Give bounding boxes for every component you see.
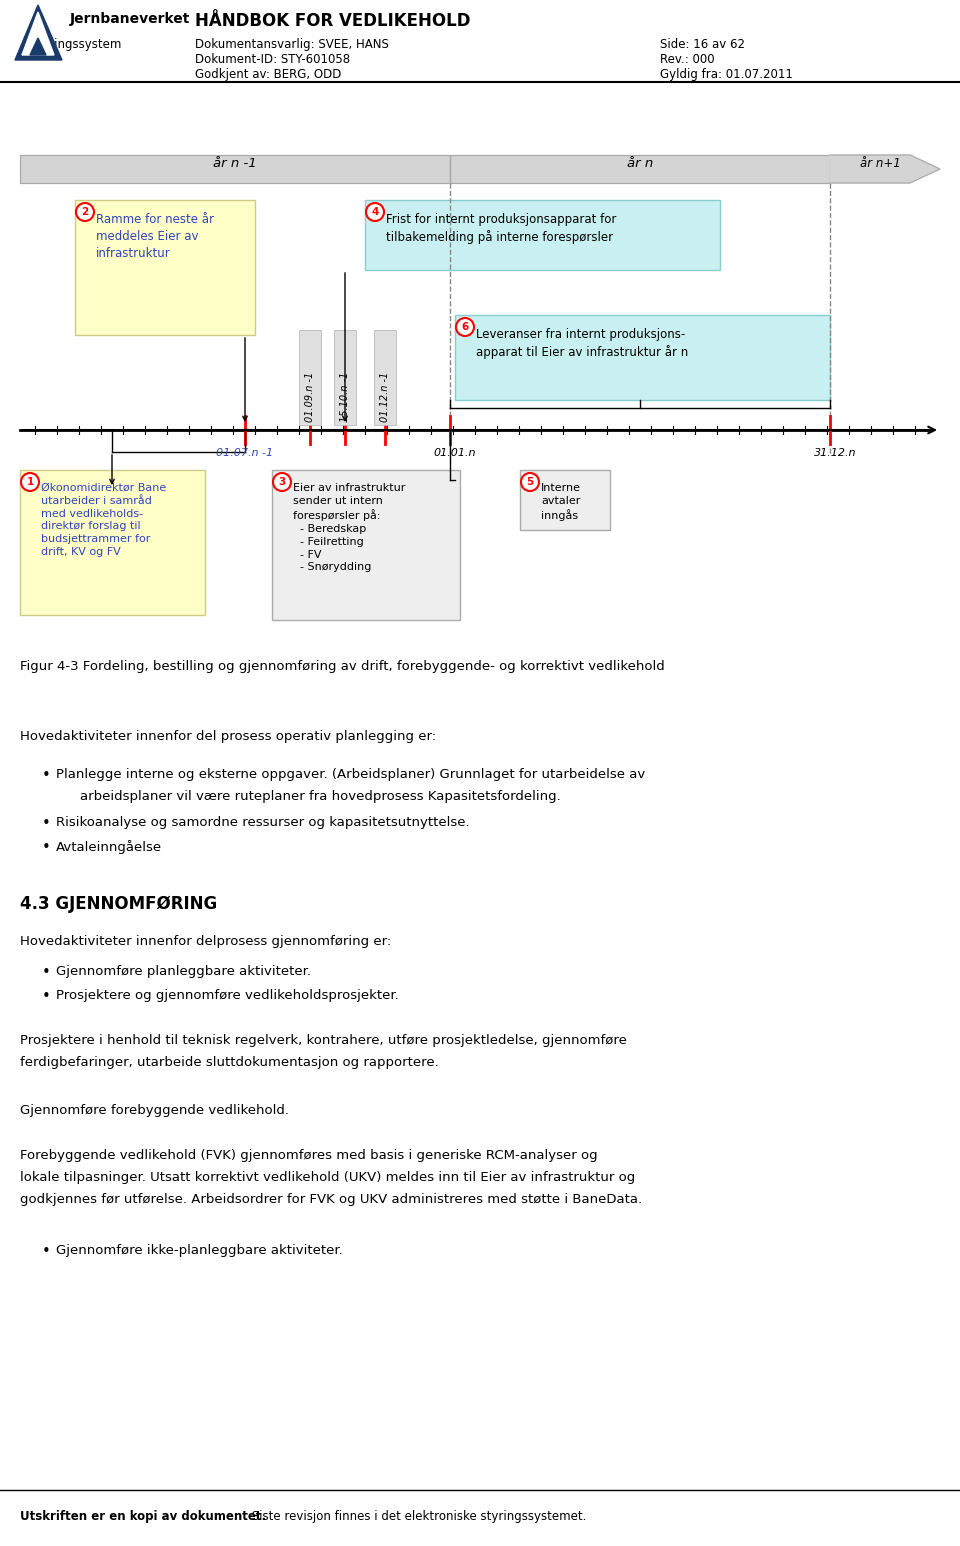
FancyBboxPatch shape xyxy=(75,199,255,335)
Text: Gjennomføre forebyggende vedlikehold.: Gjennomføre forebyggende vedlikehold. xyxy=(20,1104,289,1118)
Text: •: • xyxy=(42,989,51,1003)
Text: 1: 1 xyxy=(26,478,34,487)
Bar xyxy=(20,155,450,182)
Bar xyxy=(450,155,830,182)
Text: 5: 5 xyxy=(526,478,534,487)
Text: Gyldig fra: 01.07.2011: Gyldig fra: 01.07.2011 xyxy=(660,68,793,80)
FancyBboxPatch shape xyxy=(272,470,460,620)
Text: godkjennes før utførelse. Arbeidsordrer for FVK og UKV administreres med støtte : godkjennes før utførelse. Arbeidsordrer … xyxy=(20,1194,642,1206)
Text: 4: 4 xyxy=(372,207,378,216)
Text: •: • xyxy=(42,768,51,782)
Text: Prosjektere i henhold til teknisk regelverk, kontrahere, utføre prosjektledelse,: Prosjektere i henhold til teknisk regelv… xyxy=(20,1034,627,1047)
Polygon shape xyxy=(22,12,54,56)
Circle shape xyxy=(456,318,474,335)
Text: Planlegge interne og eksterne oppgaver. (Arbeidsplaner) Grunnlaget for utarbeide: Planlegge interne og eksterne oppgaver. … xyxy=(56,768,645,781)
Bar xyxy=(20,155,830,182)
FancyBboxPatch shape xyxy=(365,199,720,271)
Bar xyxy=(334,329,356,425)
Text: Frist for internt produksjonsapparat for
tilbakemelding på interne forespørsler: Frist for internt produksjonsapparat for… xyxy=(386,213,616,244)
Text: år n: år n xyxy=(627,158,653,170)
Text: •: • xyxy=(42,816,51,832)
Text: Ramme for neste år
meddeles Eier av
infrastruktur: Ramme for neste år meddeles Eier av infr… xyxy=(96,213,214,260)
FancyBboxPatch shape xyxy=(455,315,830,400)
Text: Forebyggende vedlikehold (FVK) gjennomføres med basis i generiske RCM-analyser o: Forebyggende vedlikehold (FVK) gjennomfø… xyxy=(20,1149,598,1163)
FancyBboxPatch shape xyxy=(520,470,610,530)
Bar xyxy=(299,329,321,425)
Text: Dokumentansvarlig: SVEE, HANS: Dokumentansvarlig: SVEE, HANS xyxy=(195,39,389,51)
Text: 01.12.n -1: 01.12.n -1 xyxy=(380,371,390,422)
Text: 01.01.n: 01.01.n xyxy=(434,448,476,458)
Text: Siste revisjon finnes i det elektroniske styringssystemet.: Siste revisjon finnes i det elektroniske… xyxy=(248,1510,587,1523)
Text: 01.09.n -1: 01.09.n -1 xyxy=(305,371,315,422)
Text: 31.12.n: 31.12.n xyxy=(814,448,856,458)
Text: Side: 16 av 62: Side: 16 av 62 xyxy=(660,39,745,51)
Text: HÅNDBOK FOR VEDLIKEHOLD: HÅNDBOK FOR VEDLIKEHOLD xyxy=(195,12,470,29)
Text: lokale tilpasninger. Utsatt korrektivt vedlikehold (UKV) meldes inn til Eier av : lokale tilpasninger. Utsatt korrektivt v… xyxy=(20,1170,636,1184)
Circle shape xyxy=(76,203,94,221)
Text: Gjennomføre ikke-planleggbare aktiviteter.: Gjennomføre ikke-planleggbare aktivitete… xyxy=(56,1245,343,1257)
Polygon shape xyxy=(15,5,62,60)
Text: Avtaleinngåelse: Avtaleinngåelse xyxy=(56,839,162,853)
Text: Risikoanalyse og samordne ressurser og kapasitetsutnyttelse.: Risikoanalyse og samordne ressurser og k… xyxy=(56,816,469,829)
Text: Rev.: 000: Rev.: 000 xyxy=(660,53,714,66)
Text: 4.3 GJENNOMFØRING: 4.3 GJENNOMFØRING xyxy=(20,895,217,914)
Circle shape xyxy=(521,473,539,492)
Text: Utskriften er en kopi av dokumentet.: Utskriften er en kopi av dokumentet. xyxy=(20,1510,266,1523)
Text: 2: 2 xyxy=(82,207,88,216)
Circle shape xyxy=(366,203,384,221)
Text: Figur 4-3 Fordeling, bestilling og gjennomføring av drift, forebyggende- og korr: Figur 4-3 Fordeling, bestilling og gjenn… xyxy=(20,660,664,673)
Polygon shape xyxy=(830,155,940,182)
Text: 3: 3 xyxy=(278,478,286,487)
Text: Eier av infrastruktur
sender ut intern
forespørsler på:
  - Beredskap
  - Feilre: Eier av infrastruktur sender ut intern f… xyxy=(293,482,405,572)
Circle shape xyxy=(273,473,291,492)
FancyBboxPatch shape xyxy=(20,470,205,615)
Text: år n -1: år n -1 xyxy=(213,158,257,170)
Text: Interne
avtaler
inngås: Interne avtaler inngås xyxy=(541,482,581,521)
Polygon shape xyxy=(30,39,46,56)
Text: arbeidsplaner vil være ruteplaner fra hovedprosess Kapasitetsfordeling.: arbeidsplaner vil være ruteplaner fra ho… xyxy=(80,790,561,802)
Text: Styringssystem: Styringssystem xyxy=(30,39,121,51)
Text: Dokument-ID: STY-601058: Dokument-ID: STY-601058 xyxy=(195,53,350,66)
Bar xyxy=(374,329,396,425)
Text: •: • xyxy=(42,1245,51,1258)
Text: Økonomidirektør Bane
utarbeider i samråd
med vedlikeholds-
direktør forslag til
: Økonomidirektør Bane utarbeider i samråd… xyxy=(41,482,166,557)
Text: år n+1: år n+1 xyxy=(859,158,900,170)
Text: 15.10.n -1: 15.10.n -1 xyxy=(340,371,350,422)
Text: Jernbaneverket: Jernbaneverket xyxy=(70,12,190,26)
Text: Hovedaktiviteter innenfor del prosess operativ planlegging er:: Hovedaktiviteter innenfor del prosess op… xyxy=(20,730,436,744)
Text: 6: 6 xyxy=(462,322,468,332)
Circle shape xyxy=(21,473,39,492)
Text: Godkjent av: BERG, ODD: Godkjent av: BERG, ODD xyxy=(195,68,342,80)
Text: Gjennomføre planleggbare aktiviteter.: Gjennomføre planleggbare aktiviteter. xyxy=(56,965,311,979)
Text: Hovedaktiviteter innenfor delprosess gjennomføring er:: Hovedaktiviteter innenfor delprosess gje… xyxy=(20,935,392,948)
Text: 01.07.n -1: 01.07.n -1 xyxy=(216,448,274,458)
Text: •: • xyxy=(42,839,51,855)
Text: •: • xyxy=(42,965,51,980)
Text: Prosjektere og gjennomføre vedlikeholdsprosjekter.: Prosjektere og gjennomføre vedlikeholdsp… xyxy=(56,989,398,1002)
Text: Leveranser fra internt produksjons-
apparat til Eier av infrastruktur år n: Leveranser fra internt produksjons- appa… xyxy=(476,328,688,359)
Text: ferdigbefaringer, utarbeide sluttdokumentasjon og rapportere.: ferdigbefaringer, utarbeide sluttdokumen… xyxy=(20,1056,439,1068)
